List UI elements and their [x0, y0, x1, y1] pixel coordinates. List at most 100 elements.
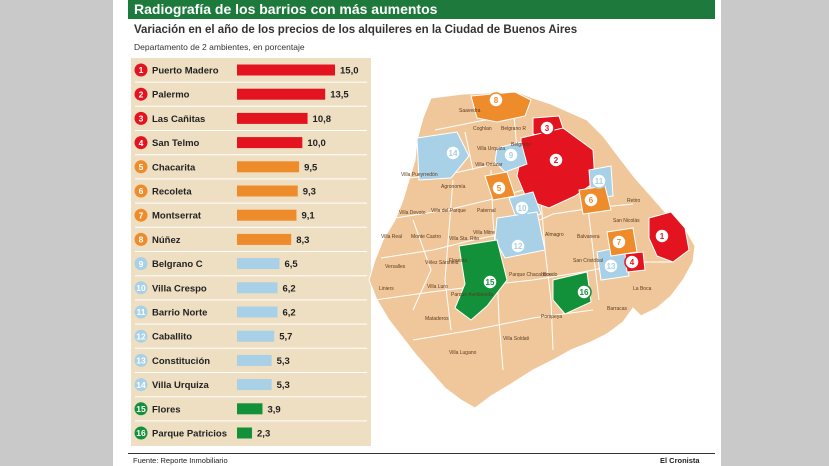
map-marker-label: 16 — [580, 288, 589, 297]
rank-badge — [134, 281, 148, 295]
rank-badge — [134, 87, 148, 101]
value-label: 13,5 — [330, 90, 349, 101]
district-12-caballito — [494, 211, 546, 259]
map-marker — [514, 200, 530, 216]
category-label: Caballito — [152, 332, 192, 343]
bar — [237, 112, 308, 124]
map-marker-label: 5 — [497, 184, 502, 193]
map-marker — [503, 147, 519, 163]
rank-badge — [134, 184, 148, 198]
rank-label: 3 — [139, 114, 144, 124]
map-marker-label: 7 — [617, 238, 622, 247]
rank-label: 13 — [136, 356, 146, 366]
bar — [237, 137, 303, 149]
map-marker — [548, 152, 564, 168]
rank-badge — [134, 63, 148, 77]
value-label: 5,3 — [277, 380, 290, 391]
map-district-label: Coghlan — [473, 126, 492, 132]
district-8-nunez — [470, 91, 532, 123]
category-label: Constitución — [152, 356, 210, 367]
category-label: Montserrat — [152, 211, 202, 222]
buenos-aires-map: Saavedra Coghlan Belgrano R Belgrano Villa U… — [368, 91, 696, 409]
value-label: 9,1 — [301, 211, 315, 222]
rank-badge — [134, 305, 148, 319]
value-label: 9,5 — [304, 162, 318, 173]
brand-logo: El Cronista — [660, 456, 700, 465]
map-district-label: Boedo — [543, 272, 558, 278]
map-marker — [583, 192, 599, 208]
map-marker — [445, 145, 461, 161]
category-label: Puerto Madero — [152, 66, 219, 77]
map-district-label: Paternal — [477, 208, 496, 214]
unit-note: Departamento de 2 ambientes, en porcenta… — [134, 42, 305, 52]
bar — [237, 306, 278, 318]
map-marker — [654, 228, 670, 244]
footer-rule — [128, 453, 715, 454]
category-label: Las Cañitas — [152, 114, 205, 125]
map-district-label: Vélez Sársfield — [425, 260, 459, 266]
map-district-label: Agronomía — [441, 184, 466, 190]
map-marker-label: 4 — [630, 258, 635, 267]
map-marker-label: 10 — [518, 204, 527, 213]
map-marker-label: 3 — [545, 124, 550, 133]
bar — [237, 161, 300, 173]
value-label: 9,3 — [303, 187, 316, 198]
bar — [237, 258, 280, 270]
rank-label: 14 — [136, 380, 146, 390]
map-marker — [482, 274, 498, 290]
map-district-label: Villa Lugano — [449, 350, 477, 356]
map-district-label: Villa Ortúzar — [475, 162, 503, 168]
map-marker — [488, 92, 504, 108]
rank-badge — [134, 402, 148, 416]
bar-chart-panel: 1 Puerto Madero 15,0 2 Palermo 13,5 3 Las Cañit… — [131, 58, 371, 446]
rank-badge — [134, 426, 148, 440]
rank-label: 16 — [136, 428, 146, 438]
map-district-label: Villa Pueyrredón — [401, 172, 438, 178]
bar — [237, 330, 275, 342]
category-label: Chacarita — [152, 162, 196, 173]
map-marker — [591, 173, 607, 189]
map-district-label: Almagro — [545, 232, 564, 238]
map-district-label: Belgrano R — [501, 126, 526, 132]
rank-badge — [134, 257, 148, 271]
rank-badge — [134, 111, 148, 125]
category-label: Belgrano C — [152, 259, 203, 270]
map-district-label: Villa del Parque — [431, 208, 466, 214]
value-label: 6,5 — [284, 259, 298, 270]
district-16-parque-patricios — [552, 271, 592, 315]
bar — [237, 185, 298, 197]
map-district-label: Villa Sta. Rita — [449, 236, 479, 242]
rank-label: 15 — [136, 404, 146, 414]
map-marker-label: 11 — [595, 177, 604, 186]
map-marker-label: 15 — [486, 278, 495, 287]
rank-label: 7 — [139, 210, 144, 220]
category-label: Barrio Norte — [152, 308, 207, 319]
map-marker — [510, 238, 526, 254]
rank-label: 11 — [137, 307, 146, 317]
rank-label: 2 — [139, 89, 144, 99]
value-label: 3,9 — [267, 404, 280, 415]
rank-badge — [134, 136, 148, 150]
page-title: Radiografía de los barrios con más aumen… — [134, 1, 438, 17]
rank-label: 5 — [139, 162, 144, 172]
rank-badge — [134, 378, 148, 392]
district-14-villa-urquiza — [416, 131, 470, 181]
map-marker-label: 2 — [554, 156, 559, 165]
bar — [237, 282, 278, 294]
map-marker-label: 9 — [509, 151, 514, 160]
infographic: Radiografía de los barrios con más aumen… — [113, 0, 721, 466]
rank-label: 6 — [139, 186, 144, 196]
value-label: 6,2 — [283, 308, 296, 319]
bar — [237, 88, 326, 100]
bar — [237, 354, 272, 366]
map-marker — [491, 180, 507, 196]
map-marker-label: 6 — [589, 196, 594, 205]
rank-label: 12 — [136, 331, 146, 341]
map-marker — [611, 234, 627, 250]
title-bar: Radiografía de los barrios con más aumen… — [128, 0, 715, 19]
map-district-label: San Cristóbal — [573, 258, 603, 264]
map-marker-label: 12 — [514, 242, 523, 251]
bar — [237, 427, 253, 439]
map-marker — [539, 120, 555, 136]
value-label: 5,3 — [277, 356, 290, 367]
